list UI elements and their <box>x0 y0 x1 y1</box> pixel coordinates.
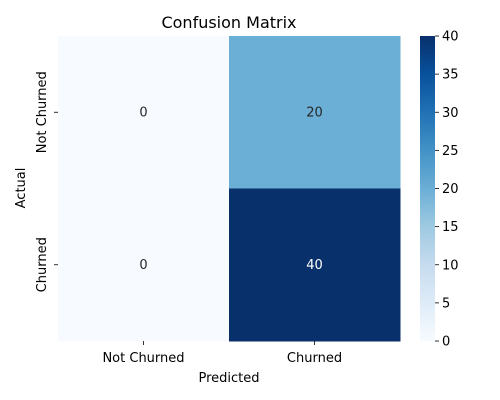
colorbar-tick-label: 20 <box>442 182 459 197</box>
chart-title: Confusion Matrix <box>161 13 296 32</box>
heatmap-cell <box>229 36 401 189</box>
heatmap-cell <box>58 36 230 189</box>
cell-value-label: 0 <box>139 258 147 273</box>
heatmap-cell-labels: 0 20 0 40 <box>139 105 322 273</box>
colorbar-tick-label: 10 <box>442 258 459 273</box>
colorbar-tick-label: 0 <box>442 335 450 350</box>
x-axis-ticks: Not Churned Churned <box>102 341 342 366</box>
x-tick-label: Churned <box>287 351 342 366</box>
colorbar-tick-label: 5 <box>442 296 450 311</box>
colorbar-tick-label: 25 <box>442 144 459 159</box>
y-axis-label: Actual <box>14 168 29 209</box>
cell-value-label: 40 <box>306 258 323 273</box>
colorbar <box>420 36 435 341</box>
heatmap-cell <box>229 188 401 342</box>
y-axis-ticks: Not Churned Churned <box>35 71 58 292</box>
cell-value-label: 0 <box>139 105 147 120</box>
x-axis-label: Predicted <box>198 371 259 386</box>
heatmap-cell <box>58 188 230 342</box>
colorbar-tick-label: 40 <box>442 30 459 45</box>
cell-value-label: 20 <box>306 105 323 120</box>
y-tick-label: Churned <box>35 237 50 292</box>
colorbar-tick-label: 30 <box>442 106 459 121</box>
heatmap-cells <box>58 36 401 342</box>
colorbar-ticks: 0 5 10 15 20 25 30 35 40 <box>435 30 459 350</box>
colorbar-tick-label: 35 <box>442 68 459 83</box>
x-tick-label: Not Churned <box>102 351 184 366</box>
y-tick-label: Not Churned <box>35 71 50 153</box>
colorbar-tick-label: 15 <box>442 220 459 235</box>
